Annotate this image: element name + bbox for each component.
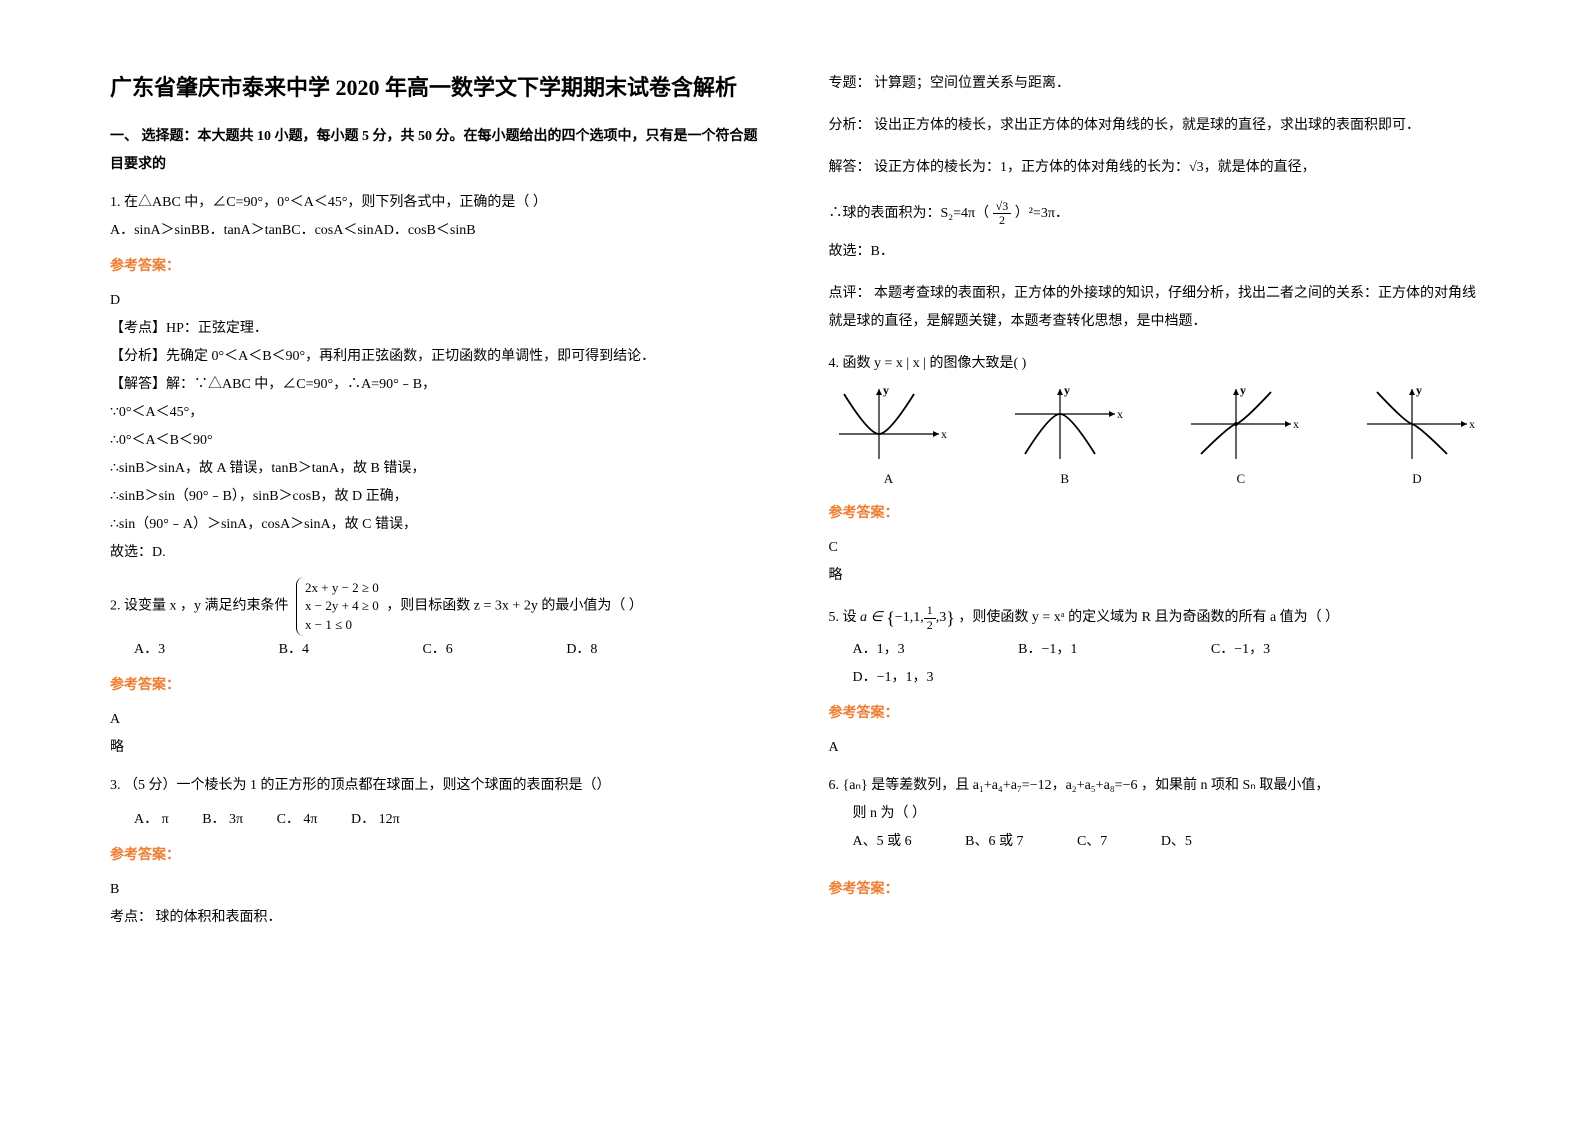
graph-b-svg: x y: [1005, 384, 1125, 464]
q3-review: 点评： 本题考查球的表面积，正方体的外接球的知识，仔细分析，找出二者之间的关系：…: [829, 280, 1478, 336]
q1-line3: ∴sinB＞sinA，故 A 错误，tanB＞tanA，故 B 错误，: [110, 455, 759, 483]
q4-stem: 4. 函数 y = x | x | 的图像大致是( ): [829, 350, 1478, 378]
q1-stem: 1. 在△ABC 中，∠C=90°，0°＜A＜45°，则下列各式中，正确的是（ …: [110, 189, 759, 217]
q1-topic: 【考点】HP：正弦定理．: [110, 315, 759, 343]
q1-line5: ∴sin（90°﹣A）＞sinA，cosA＞sinA，故 C 错误，: [110, 511, 759, 539]
q3-stem: 3. （5 分）一个棱长为 1 的正方形的顶点都在球面上，则这个球面的表面积是（…: [110, 772, 759, 800]
graph-d-svg: x y: [1357, 384, 1477, 464]
q2-answer: A: [110, 706, 759, 734]
graph-c-svg: x y: [1181, 384, 1301, 464]
q2-cases: 2x + y − 2 ≥ 0 x − 2y + 4 ≥ 0 x − 1 ≤ 0: [296, 577, 379, 636]
q1-line2: ∴0°＜A＜B＜90°: [110, 427, 759, 455]
q1-line1: ∵0°＜A＜45°，: [110, 399, 759, 427]
question-6: 6. {aₙ} 是等差数列，且 a₁+a₄+a₇=−12，a₂+a₅+a₈=−6…: [829, 772, 1478, 904]
q1-line4: ∴sinB＞sin（90°﹣B），sinB＞cosB，故 D 正确，: [110, 483, 759, 511]
answer-label: 参考答案：: [829, 700, 1478, 728]
answer-label: 参考答案：: [829, 876, 1478, 904]
q5-stem: 5. 设 a ∈ {−1,1,12,3} ，则使函数 y = xᵃ 的定义域为 …: [829, 600, 1478, 636]
q1-answer: D: [110, 287, 759, 315]
page-title: 广东省肇庆市泰来中学 2020 年高一数学文下学期期末试卷含解析: [110, 70, 759, 105]
section-1-title: 一、 选择题：本大题共 10 小题，每小题 5 分，共 50 分。在每小题给出的…: [110, 123, 759, 179]
q4-answer: C: [829, 534, 1478, 562]
q3-formula: ∴球的表面积为：S₂=4π（ √3 2 ）²=3π．: [829, 200, 1478, 228]
svg-text:x: x: [941, 427, 947, 441]
q3-analysis: 分析： 设出正方体的棱长，求出正方体的体对角线的长，就是球的直径，求出球的表面积…: [829, 112, 1478, 140]
svg-text:x: x: [1293, 417, 1299, 431]
svg-text:y: y: [1240, 384, 1246, 397]
answer-label: 参考答案：: [110, 253, 759, 281]
graph-c: x y C: [1181, 384, 1301, 492]
fraction-sqrt3-2: √3 2: [993, 200, 1012, 227]
question-2: 2. 设变量 x ，y 满足约束条件 2x + y − 2 ≥ 0 x − 2y…: [110, 577, 759, 762]
q3-choose: 故选：B．: [829, 238, 1478, 266]
q3-solve: 解答： 设正方体的棱长为：1，正方体的体对角线的长为：√3，就是体的直径，: [829, 154, 1478, 182]
right-column: 专题： 计算题；空间位置关系与距离． 分析： 设出正方体的棱长，求出正方体的体对…: [794, 70, 1498, 1082]
question-4: 4. 函数 y = x | x | 的图像大致是( ) x y A: [829, 350, 1478, 590]
q3-answer: B: [110, 876, 759, 904]
q3-topic: 考点： 球的体积和表面积．: [110, 904, 759, 932]
q1-analysis: 【分析】先确定 0°＜A＜B＜90°，再利用正弦函数，正切函数的单调性，即可得到…: [110, 343, 759, 371]
answer-label: 参考答案：: [829, 500, 1478, 528]
q2-options: A．3 B．4 C．6 D．8: [134, 636, 759, 664]
graph-a: x y A: [829, 384, 949, 492]
svg-text:y: y: [1416, 384, 1422, 397]
left-column: 广东省肇庆市泰来中学 2020 年高一数学文下学期期末试卷含解析 一、 选择题：…: [90, 70, 794, 1082]
answer-label: 参考答案：: [110, 672, 759, 700]
svg-text:y: y: [1064, 384, 1070, 397]
q1-options: A．sinA＞sinBB．tanA＞tanBC．cosA＜sinAD．cosB＜…: [110, 217, 759, 245]
svg-text:x: x: [1469, 417, 1475, 431]
answer-label: 参考答案：: [110, 842, 759, 870]
q6-stem: 6. {aₙ} 是等差数列，且 a₁+a₄+a₇=−12，a₂+a₅+a₈=−6…: [829, 772, 1478, 800]
q1-solve: 【解答】解：∵△ABC 中，∠C=90°，∴A=90°﹣B，: [110, 371, 759, 399]
graph-a-svg: x y: [829, 384, 949, 464]
graph-d: x y D: [1357, 384, 1477, 492]
question-5: 5. 设 a ∈ {−1,1,12,3} ，则使函数 y = xᵃ 的定义域为 …: [829, 600, 1478, 762]
graph-b: x y B: [1005, 384, 1125, 492]
svg-text:y: y: [883, 384, 889, 397]
question-1: 1. 在△ABC 中，∠C=90°，0°＜A＜45°，则下列各式中，正确的是（ …: [110, 189, 759, 567]
q3-options: A． π B． 3π C． 4π D． 12π: [134, 806, 759, 834]
question-3: 3. （5 分）一个棱长为 1 的正方形的顶点都在球面上，则这个球面的表面积是（…: [110, 772, 759, 932]
q3-special: 专题： 计算题；空间位置关系与距离．: [829, 70, 1478, 98]
q1-line6: 故选：D.: [110, 539, 759, 567]
svg-text:x: x: [1117, 407, 1123, 421]
q5-options: A．1，3 B．−1，1 C．−1，3 D．−1，1，3: [853, 636, 1478, 692]
q5-answer: A: [829, 734, 1478, 762]
q4-graphs: x y A x y B: [829, 384, 1478, 492]
q2-brief: 略: [110, 734, 759, 762]
q6-stem2: 则 n 为（ ）: [853, 800, 1478, 828]
q4-brief: 略: [829, 562, 1478, 590]
q6-options: A、5 或 6 B、6 或 7 C、7 D、5: [853, 828, 1478, 856]
q2-stem: 2. 设变量 x ，y 满足约束条件 2x + y − 2 ≥ 0 x − 2y…: [110, 577, 759, 636]
